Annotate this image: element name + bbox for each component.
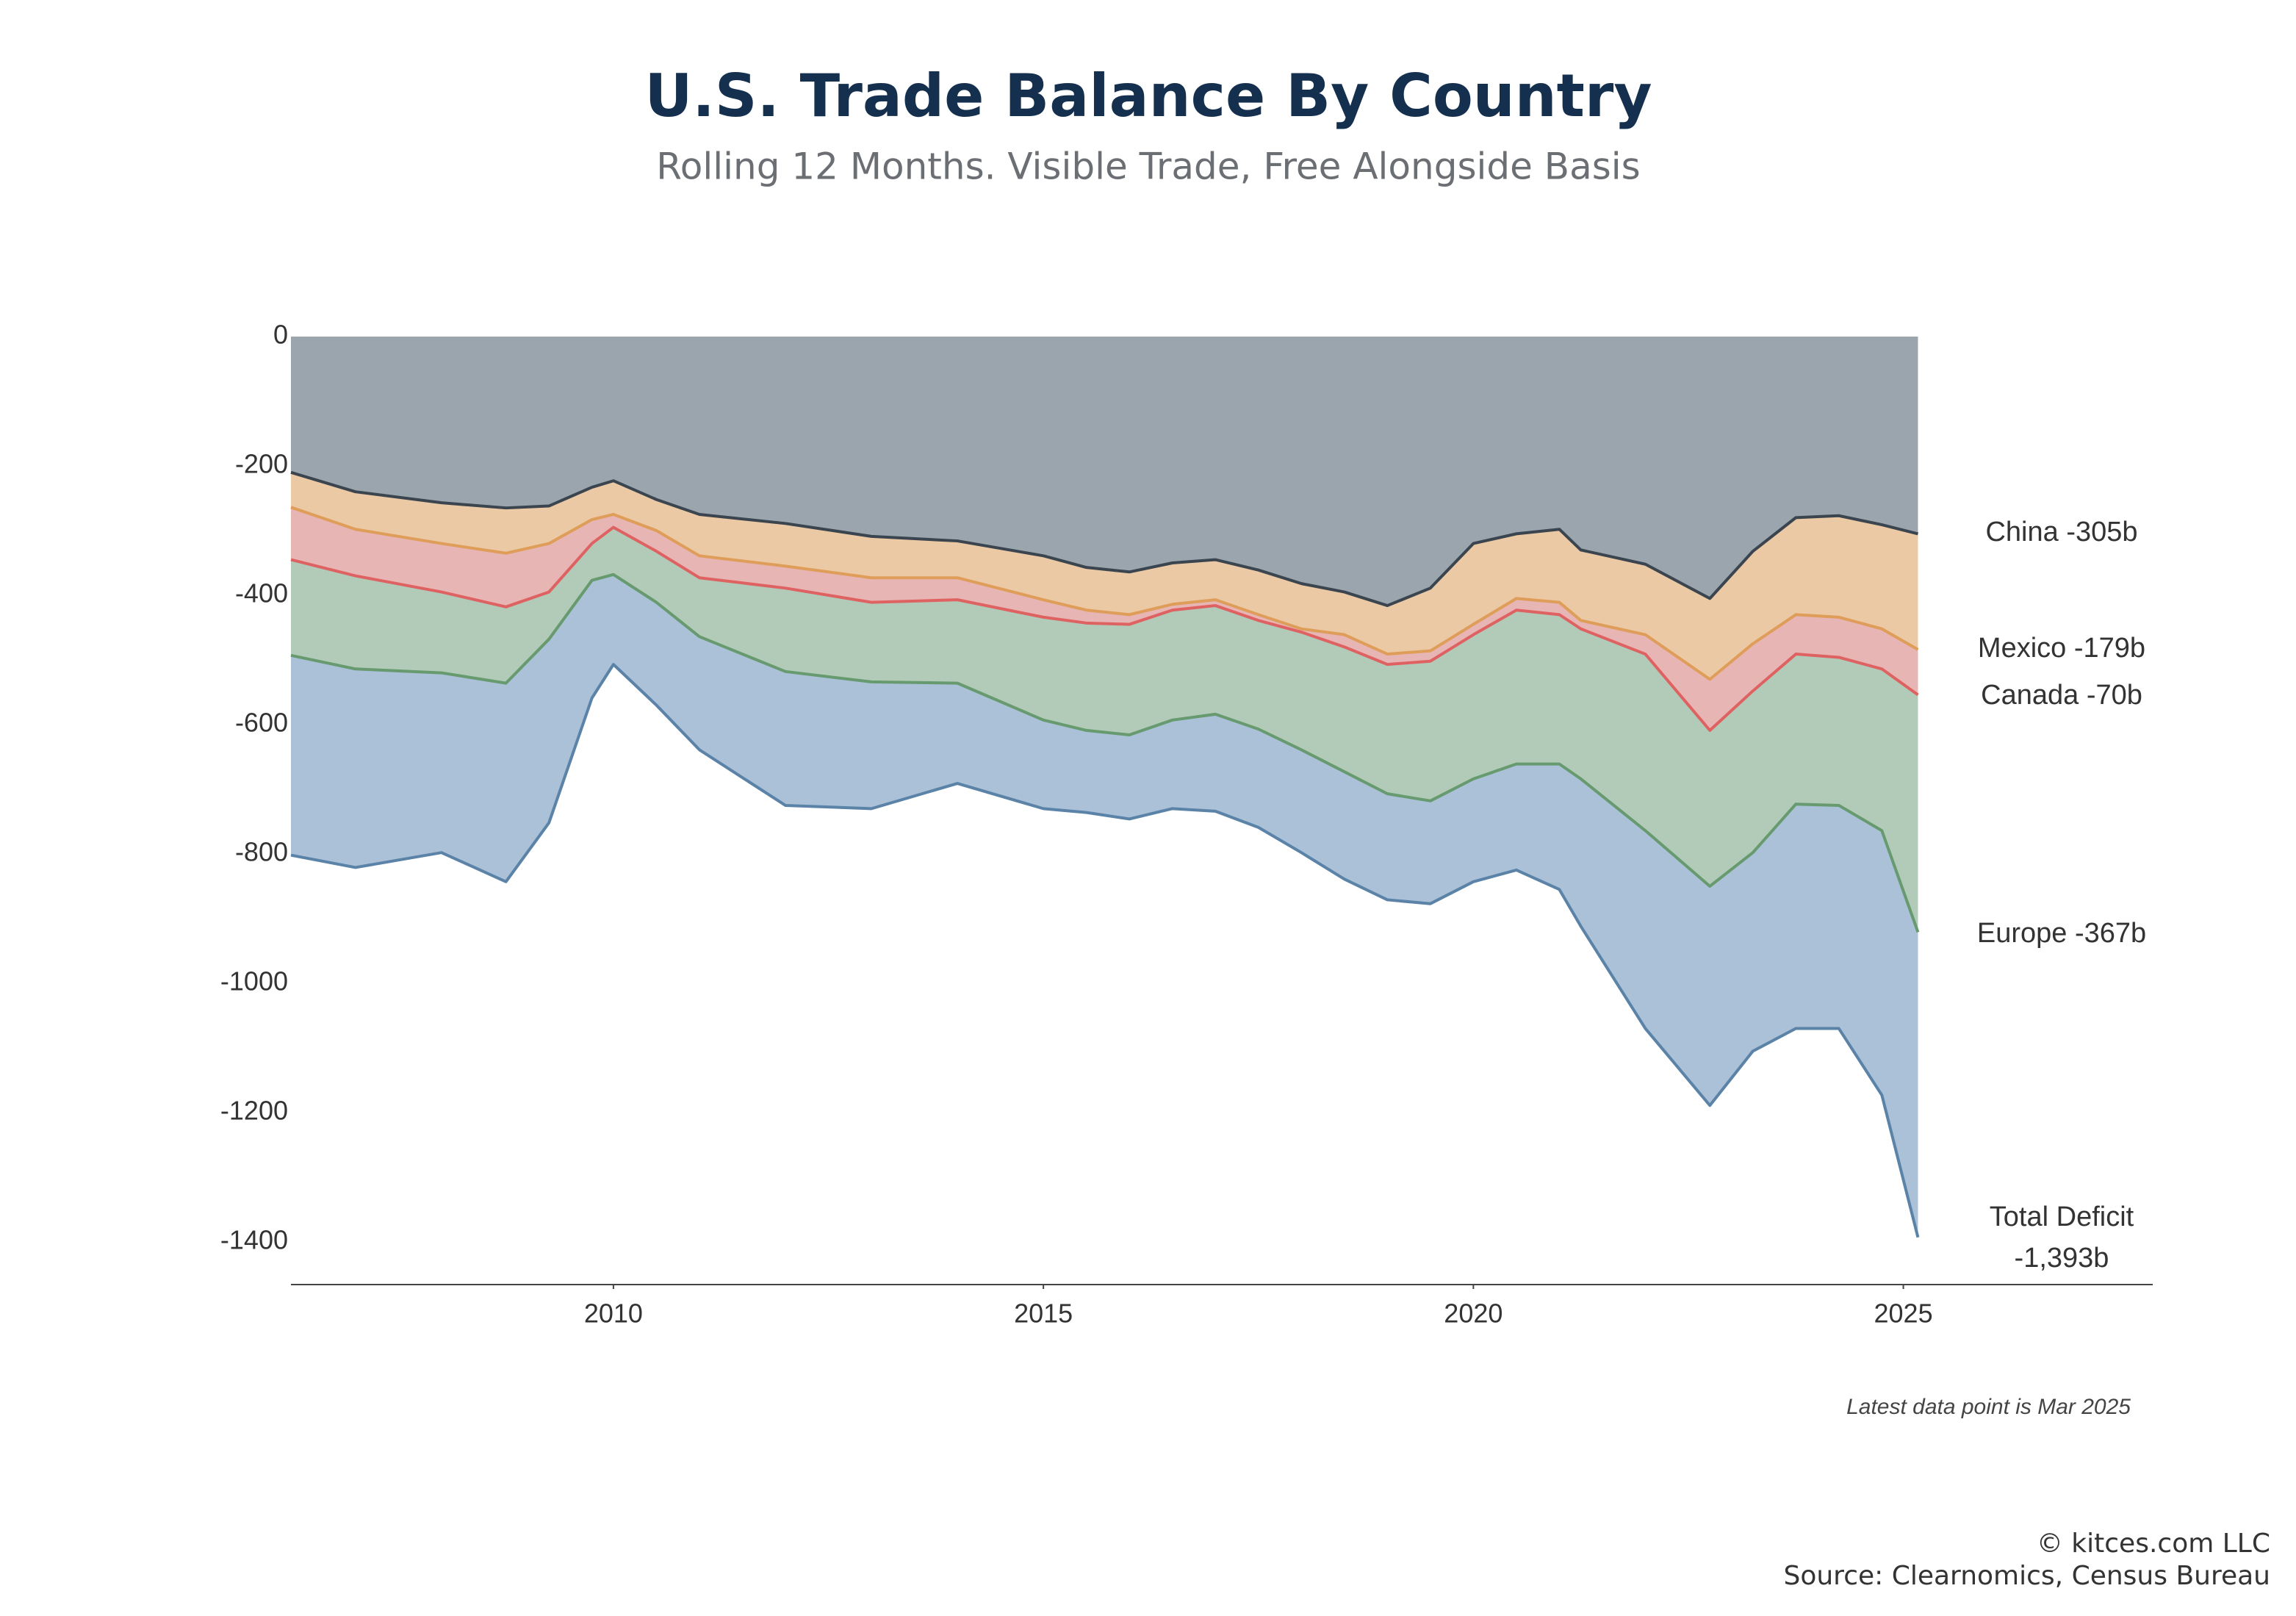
y-tick-label: -800	[235, 836, 288, 866]
series-line	[290, 663, 1920, 1238]
series-value-label: -367b	[2075, 918, 2146, 949]
y-tick-label: -1400	[220, 1224, 288, 1254]
end-label: China -305b	[1985, 517, 2137, 547]
note: Latest data point is Mar 2025	[1846, 1395, 2131, 1419]
series-line	[290, 525, 1919, 732]
y-tick-label: -200	[235, 449, 288, 479]
series-name: Mexico	[1978, 633, 2066, 664]
area	[291, 574, 1918, 1238]
series-name: Canada	[1981, 680, 2079, 711]
series-value-label: -305b	[2066, 517, 2137, 547]
y-tick-label: -400	[235, 578, 288, 608]
x-tick-label: 2015	[1014, 1299, 1073, 1329]
area	[291, 337, 1918, 606]
series-line	[290, 470, 1918, 608]
source: Source: Clearnomics, Census Bureau	[1783, 1561, 2270, 1591]
end-label: Canada -70b	[1981, 680, 2142, 711]
chart-title: U.S. Trade Balance By Country	[644, 62, 1652, 130]
end-label: Europe -367b	[1977, 918, 2146, 949]
y-tick-label: -1000	[220, 966, 288, 996]
series-name: China	[1985, 517, 2059, 547]
x-tick-label: 2020	[1444, 1299, 1503, 1329]
series-line	[290, 572, 1920, 933]
series-name: Europe	[1977, 918, 2068, 949]
end-label: Mexico -179b	[1978, 633, 2145, 664]
chart-subtitle: Rolling 12 Months. Visible Trade, Free A…	[656, 146, 1640, 188]
end-label: -1,393b	[2015, 1243, 2109, 1274]
y-tick-label: -1200	[220, 1095, 288, 1125]
series-value-label: -179b	[2074, 633, 2145, 664]
x-tick-label: 2010	[584, 1299, 643, 1329]
x-tick-label: 2025	[1874, 1299, 1933, 1329]
end-label: Total Deficit	[1990, 1202, 2134, 1232]
credit: © kitces.com LLC	[2037, 1529, 2270, 1559]
series-value-label: -70b	[2087, 680, 2142, 711]
area	[291, 527, 1918, 933]
area	[291, 472, 1918, 680]
area	[291, 507, 1918, 730]
y-tick-label: 0	[273, 320, 288, 350]
y-tick-label: -600	[235, 707, 288, 737]
series-line	[290, 506, 1919, 681]
